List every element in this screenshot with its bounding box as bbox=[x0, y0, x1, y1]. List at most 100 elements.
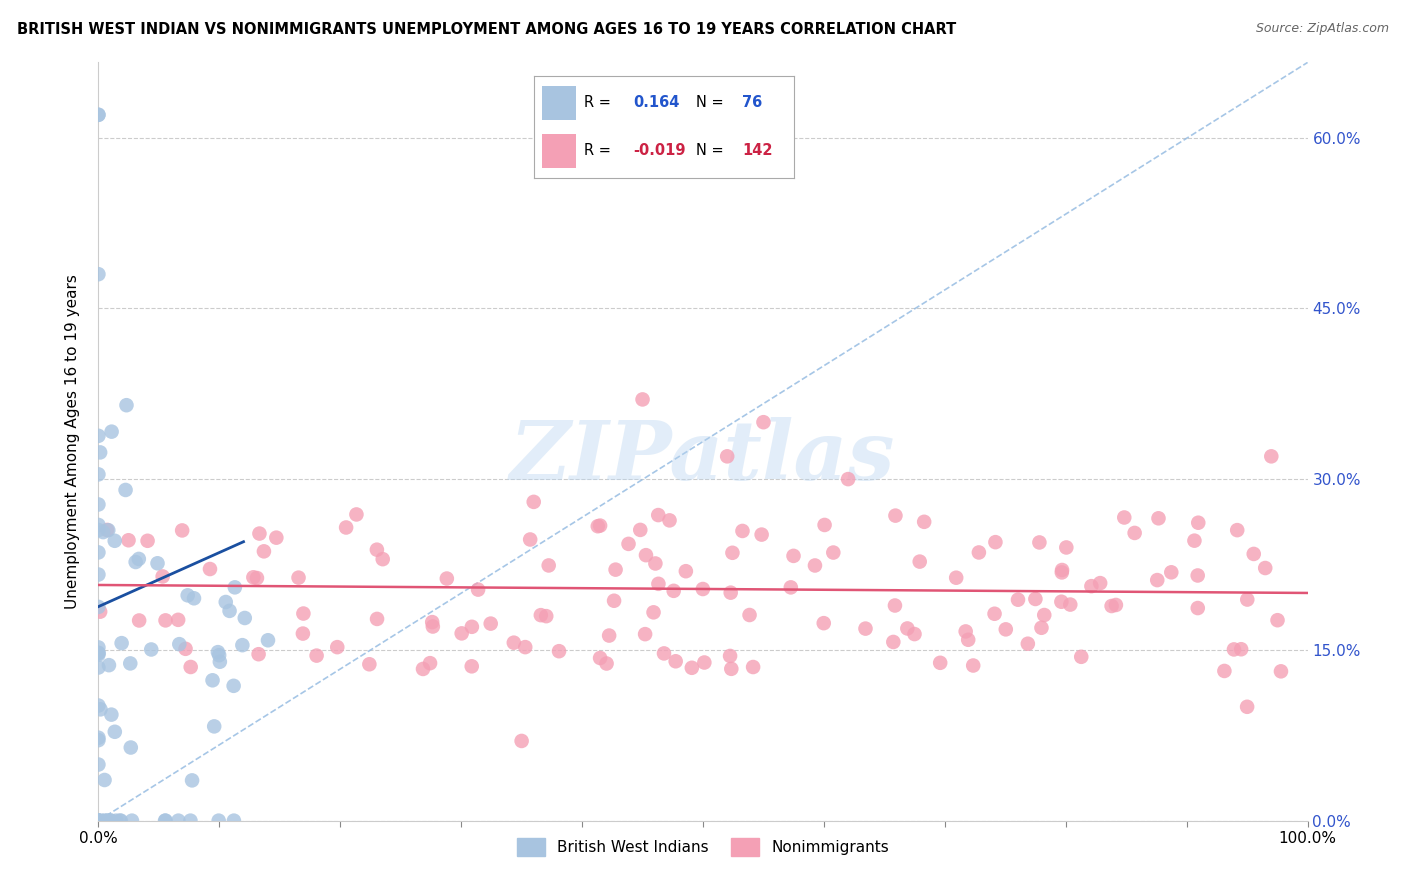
Point bbox=[994, 623, 1017, 637]
Point bbox=[589, 518, 612, 533]
Text: Source: ZipAtlas.com: Source: ZipAtlas.com bbox=[1256, 22, 1389, 36]
Point bbox=[422, 619, 444, 633]
Point bbox=[412, 662, 434, 676]
Point bbox=[813, 616, 835, 631]
Point bbox=[222, 679, 245, 693]
Text: ZIPatlas: ZIPatlas bbox=[510, 417, 896, 497]
Point bbox=[983, 607, 1005, 621]
Point bbox=[1007, 592, 1029, 607]
Point bbox=[87, 814, 110, 828]
Point bbox=[146, 556, 169, 570]
Point bbox=[100, 425, 122, 439]
Point bbox=[176, 588, 198, 602]
Point bbox=[136, 533, 159, 548]
Point bbox=[617, 537, 640, 551]
Point bbox=[962, 658, 984, 673]
Point bbox=[247, 647, 270, 661]
Point bbox=[155, 613, 177, 627]
Point bbox=[1088, 576, 1111, 591]
Point bbox=[183, 591, 205, 606]
Point bbox=[124, 555, 146, 569]
Point bbox=[652, 647, 675, 661]
Point bbox=[804, 558, 827, 573]
Point bbox=[246, 571, 269, 585]
Point bbox=[1024, 591, 1046, 606]
Point bbox=[371, 552, 394, 566]
Point bbox=[1101, 599, 1123, 613]
Point bbox=[172, 524, 194, 538]
Point bbox=[114, 483, 136, 497]
Point bbox=[675, 564, 697, 578]
Point bbox=[108, 814, 131, 828]
Point bbox=[104, 533, 127, 548]
Point bbox=[100, 707, 122, 722]
Point bbox=[87, 698, 110, 713]
Point bbox=[208, 814, 231, 828]
Point bbox=[89, 445, 111, 459]
Point bbox=[837, 472, 859, 486]
Point bbox=[87, 814, 110, 828]
Point bbox=[658, 513, 681, 527]
Point bbox=[1146, 573, 1168, 587]
Point bbox=[967, 545, 990, 559]
Point bbox=[287, 571, 309, 585]
Point bbox=[731, 524, 754, 538]
Point bbox=[346, 508, 368, 522]
Point bbox=[253, 544, 276, 558]
Point bbox=[266, 531, 288, 545]
Point bbox=[87, 429, 110, 443]
Point bbox=[87, 518, 110, 533]
Point bbox=[984, 535, 1007, 549]
Point bbox=[1050, 563, 1073, 577]
Text: -0.019: -0.019 bbox=[633, 144, 686, 158]
Point bbox=[1187, 516, 1209, 530]
Text: N =: N = bbox=[696, 95, 723, 110]
Point bbox=[536, 609, 558, 624]
Text: R =: R = bbox=[583, 95, 610, 110]
Point bbox=[233, 611, 256, 625]
Point bbox=[823, 545, 845, 559]
Point bbox=[90, 814, 112, 828]
Legend: British West Indians, Nonimmigrants: British West Indians, Nonimmigrants bbox=[510, 831, 896, 863]
Point bbox=[751, 527, 773, 541]
Point bbox=[87, 646, 110, 660]
Point bbox=[1028, 535, 1050, 549]
Point bbox=[912, 515, 935, 529]
Point bbox=[120, 657, 142, 671]
Point bbox=[530, 608, 553, 623]
Bar bbox=[543, 135, 576, 168]
Point bbox=[87, 646, 110, 660]
Point bbox=[598, 629, 620, 643]
Point bbox=[631, 392, 654, 407]
Point bbox=[779, 580, 801, 594]
Point bbox=[120, 740, 142, 755]
Point bbox=[1080, 579, 1102, 593]
Point bbox=[884, 508, 907, 523]
Point bbox=[479, 616, 502, 631]
Point bbox=[720, 585, 742, 599]
Point bbox=[515, 640, 537, 654]
Point bbox=[105, 814, 128, 828]
Point bbox=[359, 657, 381, 672]
Point bbox=[1236, 592, 1258, 607]
Point bbox=[222, 814, 245, 828]
Point bbox=[87, 545, 110, 559]
Point bbox=[662, 583, 685, 598]
Point bbox=[461, 659, 484, 673]
Point bbox=[87, 498, 110, 512]
Point bbox=[1187, 568, 1209, 582]
Point bbox=[153, 814, 176, 828]
Point bbox=[1114, 510, 1136, 524]
Point bbox=[231, 638, 253, 652]
Point bbox=[87, 267, 110, 281]
Point bbox=[117, 533, 139, 548]
Point bbox=[1223, 642, 1246, 657]
Point bbox=[207, 645, 229, 659]
Point bbox=[1160, 566, 1182, 580]
Point bbox=[1254, 561, 1277, 575]
Point bbox=[1243, 547, 1265, 561]
Point bbox=[1267, 613, 1289, 627]
Point bbox=[1050, 566, 1073, 580]
Point bbox=[87, 640, 110, 655]
Point bbox=[305, 648, 328, 663]
